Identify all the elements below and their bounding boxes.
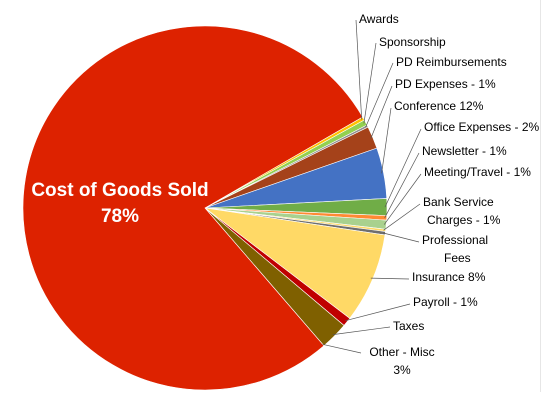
slice-label-bank-service-charges-1: Bank Service Charges - 1% xyxy=(423,195,501,227)
leader-line-conference-12 xyxy=(381,107,392,174)
leader-line-pd-reimbursements xyxy=(365,62,394,128)
slice-label-newsletter-1: Newsletter - 1% xyxy=(422,144,507,158)
leader-line-bank-service-charges-1 xyxy=(383,203,421,231)
slice-label-pd-expenses-1: PD Expenses - 1% xyxy=(395,77,496,91)
slice-label-payroll-1: Payroll - 1% xyxy=(413,295,478,309)
leader-lines-layer xyxy=(322,19,422,354)
leader-line-awards xyxy=(355,19,363,120)
slice-label-sponsorship: Sponsorship xyxy=(379,35,446,49)
slice-label-office-expenses-2: Office Expenses - 2% xyxy=(424,120,539,134)
leader-line-taxes xyxy=(332,326,391,335)
leader-line-pd-expenses-1 xyxy=(370,85,393,139)
leader-line-other-misc-3 xyxy=(322,343,362,354)
slice-label-taxes: Taxes xyxy=(393,319,424,333)
slice-label-meeting-travel-1: Meeting/Travel - 1% xyxy=(424,165,531,179)
panel-divider xyxy=(540,0,541,392)
leader-line-professional-fees xyxy=(383,232,420,243)
slice-label-awards: Awards xyxy=(359,12,399,26)
leader-line-office-expenses-2 xyxy=(384,128,422,208)
pie-slice-cost-of-goods-sold-78 xyxy=(22,25,364,391)
leader-line-payroll-1 xyxy=(345,303,411,322)
pie-slice-insurance-8 xyxy=(204,207,386,319)
slices-layer xyxy=(22,25,388,391)
slice-label-other-misc-3: Other - Misc 3% xyxy=(369,345,434,377)
slice-label-professional-fees: Professional Fees xyxy=(422,233,488,265)
slice-label-conference-12: Conference 12% xyxy=(394,99,484,113)
leader-line-meeting-travel-1 xyxy=(383,173,422,225)
leader-line-insurance-8 xyxy=(370,277,410,280)
leader-line-sponsorship xyxy=(363,42,377,124)
center-label-line1: Cost of Goods Sold xyxy=(31,180,208,201)
labels-layer: Awards Sponsorship PD Reimbursements PD Exp… xyxy=(359,12,539,377)
slice-label-insurance-8: Insurance 8% xyxy=(412,270,486,284)
center-label-group: Cost of Goods Sold 78% xyxy=(31,180,208,227)
slice-label-pd-reimbursements: PD Reimbursements xyxy=(396,55,507,69)
leader-line-newsletter-1 xyxy=(384,152,420,218)
center-label-line2: 78% xyxy=(101,206,139,227)
